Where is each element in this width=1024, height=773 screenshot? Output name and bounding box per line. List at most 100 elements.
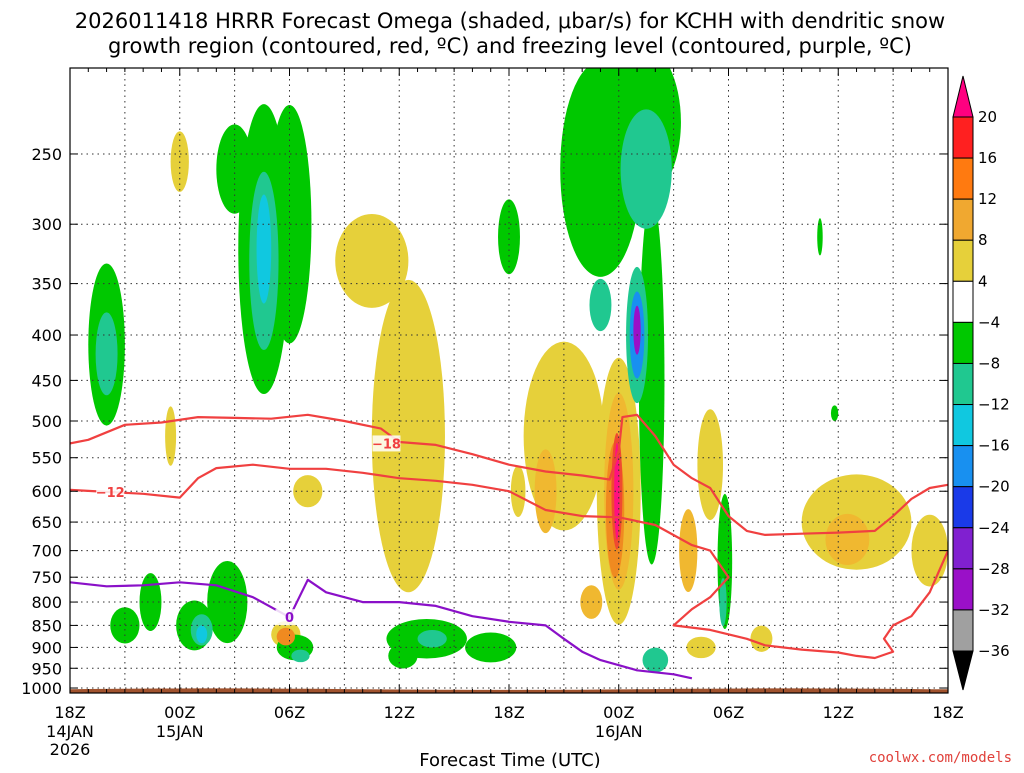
colorbar-swatch	[952, 321, 974, 364]
contour-line	[70, 578, 693, 680]
y-tick-label: 850	[31, 616, 62, 635]
y-tick-label: 1000	[21, 679, 62, 698]
credit-link[interactable]: coolwx.com/models	[869, 750, 1012, 766]
omega-shade	[256, 194, 272, 304]
x-tick-label: 18Z	[932, 703, 963, 722]
contour-line	[70, 413, 948, 537]
x-tick-year: 2026	[50, 740, 91, 759]
y-tick-label: 450	[31, 371, 62, 390]
colorbar-swatch	[952, 486, 974, 529]
y-tick-label: 900	[31, 638, 62, 657]
omega-shade	[719, 577, 727, 627]
omega-shade	[679, 509, 698, 593]
x-tick-label: 06Z	[274, 703, 305, 722]
y-tick-label: 350	[31, 275, 62, 294]
y-tick-label: 700	[31, 542, 62, 561]
colorbar-swatch	[952, 280, 974, 323]
colorbar-swatch	[952, 157, 974, 200]
omega-shade	[589, 278, 612, 332]
omega-shade	[139, 573, 162, 632]
omega-shade	[216, 124, 253, 214]
omega-shade	[638, 196, 665, 565]
omega-shade	[267, 104, 312, 344]
omega-shade	[196, 625, 208, 644]
omega-shade	[911, 514, 948, 587]
colorbar-tick-label: 8	[978, 231, 988, 249]
x-axis-label: Forecast Time (UTC)	[419, 750, 600, 768]
colorbar-tick-label: −12	[978, 396, 1010, 414]
y-tick-label: 600	[31, 482, 62, 501]
x-tick-label: 00Z	[603, 703, 634, 722]
contour-label: −18	[372, 437, 401, 452]
omega-shade	[165, 406, 177, 466]
x-tick-label: 06Z	[713, 703, 744, 722]
omega-shade	[614, 442, 620, 540]
colorbar-swatch	[952, 404, 974, 447]
omega-shade	[95, 312, 118, 396]
contour-label: −12	[96, 486, 125, 501]
omega-shade	[335, 213, 409, 308]
y-tick-label: 650	[31, 513, 62, 532]
omega-shade	[633, 305, 641, 355]
x-tick-date: 16JAN	[595, 722, 643, 741]
colorbar-tick-label: 4	[978, 272, 988, 290]
y-tick-label: 300	[31, 215, 62, 234]
colorbar-swatch	[952, 609, 974, 652]
omega-shade	[686, 636, 716, 659]
omega-shade	[291, 649, 310, 663]
colorbar: 20 16 12 8 4 −4 −8 −12 −16 −20 −24 −28 −32 −36	[952, 75, 1010, 691]
colorbar-tick-label: −4	[978, 313, 1000, 331]
colorbar-swatch	[952, 445, 974, 488]
colorbar-swatch	[952, 239, 974, 282]
omega-shade	[498, 199, 520, 275]
omega-shade	[697, 409, 724, 521]
omega-shade	[580, 585, 603, 619]
chart-title-line-2: growth region (contoured, red, ºC) and f…	[108, 34, 912, 58]
colorbar-tick-label: −32	[978, 601, 1010, 619]
colorbar-tick-label: −24	[978, 519, 1010, 537]
omega-shade	[642, 647, 669, 673]
colorbar-tick-label: −36	[978, 642, 1010, 660]
colorbar-tick-label: 20	[978, 108, 997, 126]
x-tick-label: 12Z	[823, 703, 854, 722]
colorbar-swatch	[952, 198, 974, 241]
colorbar-top-arrow	[952, 75, 974, 118]
colorbar-tick-label: −16	[978, 437, 1010, 455]
grid-lines	[69, 68, 949, 693]
colorbar-tick-label: 12	[978, 190, 997, 208]
y-tick-label: 800	[31, 593, 62, 612]
y-tick-label: 500	[31, 412, 62, 431]
x-tick-label: 12Z	[384, 703, 415, 722]
x-tick-date: 15JAN	[156, 722, 204, 741]
contour-label-bg	[96, 483, 125, 500]
contour-line	[70, 463, 948, 660]
omega-shade	[750, 625, 773, 652]
colorbar-bottom-arrow	[952, 650, 974, 691]
omega-shade	[110, 607, 140, 644]
omega-shade	[817, 218, 823, 256]
x-tick-label: 18Z	[54, 703, 85, 722]
colorbar-swatch	[952, 527, 974, 570]
x-tick-date: 14JAN	[46, 722, 94, 741]
y-tick-label: 750	[31, 568, 62, 587]
omega-shade	[510, 465, 526, 517]
colorbar-tick-label: −8	[978, 354, 1000, 372]
temperature-contours: −18 −12 0	[70, 413, 948, 680]
omega-shade	[417, 630, 447, 648]
colorbar-swatch	[952, 116, 974, 159]
colorbar-tick-label: −20	[978, 478, 1010, 496]
contour-label-bg	[275, 609, 304, 626]
plot-area	[70, 68, 948, 693]
contour-label-bg	[372, 435, 401, 452]
colorbar-swatch	[952, 568, 974, 611]
colorbar-tick-label: −28	[978, 560, 1010, 578]
colorbar-tick-label: 16	[978, 149, 997, 167]
y-tick-label: 550	[31, 449, 62, 468]
y-tick-label: 250	[31, 145, 62, 164]
y-tick-label: 400	[31, 326, 62, 345]
omega-shade	[388, 643, 418, 669]
x-tick-label: 00Z	[164, 703, 195, 722]
y-tick-label: 950	[31, 659, 62, 678]
